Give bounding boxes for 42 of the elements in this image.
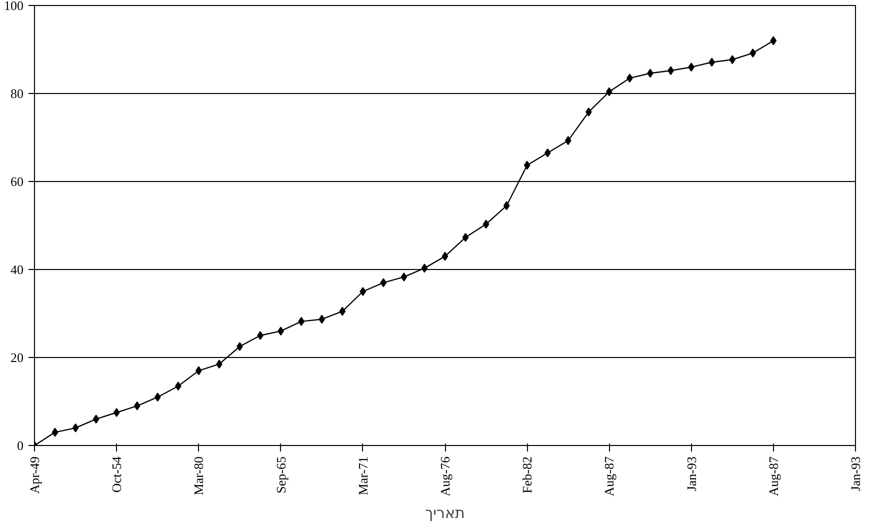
x-tick-label: Oct-54 — [109, 456, 124, 493]
y-tick-label: 40 — [10, 262, 24, 277]
point — [154, 392, 161, 402]
point — [134, 401, 140, 410]
point — [257, 331, 264, 340]
x-tick-label: Mar-71 — [355, 456, 370, 496]
point — [72, 423, 79, 432]
point — [52, 428, 58, 437]
x-tick-label: Jan-93 — [684, 456, 699, 492]
y-tick-label: 20 — [10, 350, 24, 365]
x-tick-label: Jan-93 — [848, 456, 863, 492]
x-tick-label: Aug-87 — [602, 456, 617, 496]
y-tick-label: 0 — [17, 438, 24, 453]
y-tick-label: 80 — [10, 86, 24, 101]
point — [750, 48, 756, 58]
point — [482, 220, 490, 229]
point — [400, 272, 408, 282]
y-tick-label: 100 — [4, 0, 24, 13]
point — [360, 287, 366, 296]
point — [236, 342, 243, 351]
x-tick-label: Feb-82 — [520, 456, 535, 494]
point — [339, 306, 346, 316]
x-axis-title: תאריך — [425, 504, 465, 522]
x-tick-label: Aug-76 — [438, 456, 452, 496]
point — [729, 55, 736, 64]
point — [524, 160, 530, 170]
point — [462, 232, 469, 242]
x-tick-label: Apr-49 — [27, 456, 42, 494]
point — [92, 414, 100, 424]
point — [318, 314, 326, 324]
point — [564, 136, 572, 146]
point — [503, 201, 510, 210]
point — [544, 148, 551, 158]
point — [380, 278, 387, 288]
point — [770, 36, 777, 46]
y-tick-label: 60 — [10, 174, 24, 189]
point — [421, 264, 428, 273]
x-tick-label: Aug-87 — [766, 456, 781, 496]
x-tick-label: Sep-65 — [273, 456, 288, 494]
point — [113, 408, 120, 417]
x-tick-label: Mar-80 — [191, 456, 206, 496]
point — [442, 252, 448, 261]
